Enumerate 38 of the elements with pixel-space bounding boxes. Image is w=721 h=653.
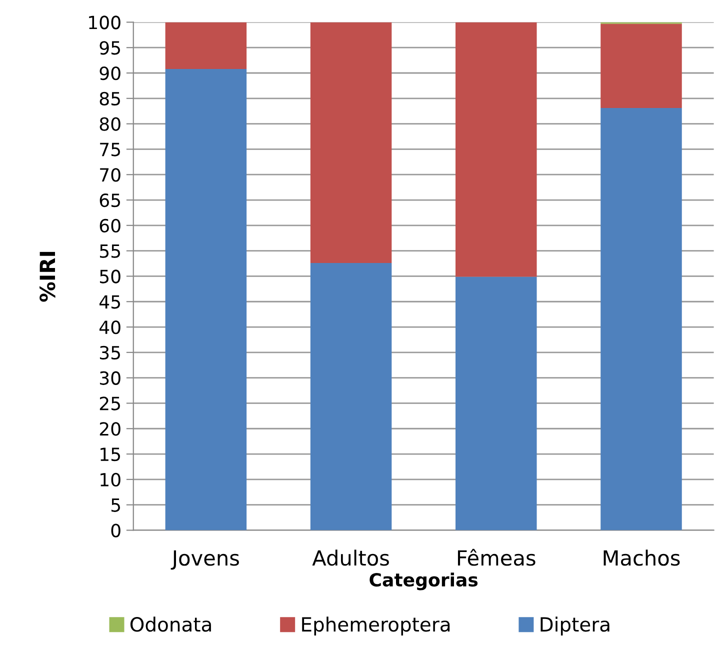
- y-tick-label: 25: [100, 396, 120, 410]
- y-tick-label: 15: [100, 448, 120, 462]
- y-tick-label: 90: [100, 66, 120, 80]
- y-tick-label: 65: [100, 193, 120, 208]
- legend-label: Diptera: [540, 616, 610, 636]
- legend-label: Odonata: [130, 616, 211, 632]
- x-tick-label: Adultos: [312, 550, 389, 566]
- y-tick-label: 75: [100, 142, 120, 156]
- y-tick-label: 85: [100, 92, 120, 106]
- y-tick-label: 95: [100, 41, 120, 55]
- bar: [165, 22, 247, 69]
- x-tick-label: Fêmeas: [458, 548, 536, 566]
- y-tick-label: 30: [100, 371, 120, 385]
- y-tick-label: 20: [100, 422, 120, 436]
- bar: [456, 22, 537, 277]
- y-tick-label: 0: [111, 524, 120, 538]
- y-tick-label: 50: [100, 270, 120, 284]
- y-tick-label: 10: [100, 472, 120, 487]
- y-tick-label: 60: [100, 218, 120, 233]
- x-tick-label: Jovens: [170, 550, 239, 570]
- y-tick-label: 5: [111, 498, 120, 512]
- y-tick-label: 45: [99, 295, 120, 309]
- y-tick-label: 35: [100, 346, 120, 360]
- legend-label: Ephemeroptera: [302, 616, 450, 636]
- y-tick-label: 40: [99, 320, 120, 334]
- y-tick-label: 100: [89, 16, 120, 30]
- y-tick-label: 70: [100, 168, 120, 182]
- bar: [600, 108, 682, 530]
- bar: [310, 263, 392, 530]
- x-axis-title: Categorias: [370, 572, 478, 590]
- bar: [600, 24, 682, 108]
- bar: [165, 68, 247, 530]
- bar: [310, 22, 392, 264]
- bar: [456, 276, 537, 530]
- y-tick-label: 55: [100, 244, 120, 258]
- y-tick-label: 80: [100, 117, 120, 131]
- x-tick-label: Machos: [604, 550, 680, 566]
- y-axis-title: %IRI: [40, 252, 56, 302]
